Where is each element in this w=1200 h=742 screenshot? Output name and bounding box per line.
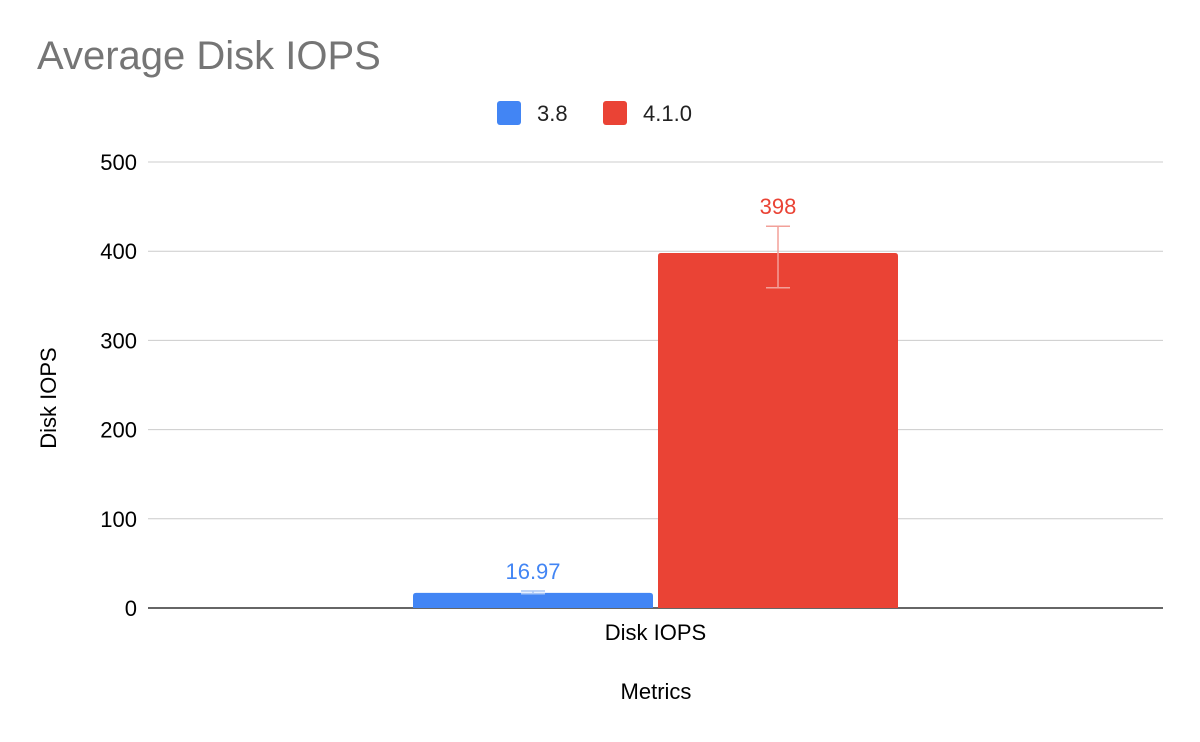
bar-3-8 [413,592,653,608]
legend-item: 3.8 [497,101,568,126]
chart-title: Average Disk IOPS [37,34,381,78]
legend-item: 4.1.0 [603,101,692,126]
bar-4-1-0 [658,252,898,608]
y-tick-label: 200 [100,418,137,443]
y-tick-label: 100 [100,507,137,532]
bars: 16.97 398 [413,194,898,608]
legend-swatch [497,101,521,125]
data-label: 16.97 [505,559,560,584]
x-axis-title: Metrics [621,679,692,704]
y-axis-title: Disk IOPS [36,347,61,448]
legend-label: 4.1.0 [643,101,692,126]
y-axis-ticks: 0 100 200 300 400 500 [100,150,137,621]
legend: 3.8 4.1.0 [497,101,692,126]
error-bar [766,225,790,289]
data-label: 398 [760,194,797,219]
gridlines [148,161,1163,609]
y-tick-label: 400 [100,239,137,264]
y-tick-label: 500 [100,150,137,175]
y-tick-label: 300 [100,328,137,353]
x-tick-label: Disk IOPS [605,620,706,645]
legend-swatch [603,101,627,125]
y-tick-label: 0 [125,596,137,621]
error-bar [521,590,545,595]
legend-label: 3.8 [537,101,568,126]
